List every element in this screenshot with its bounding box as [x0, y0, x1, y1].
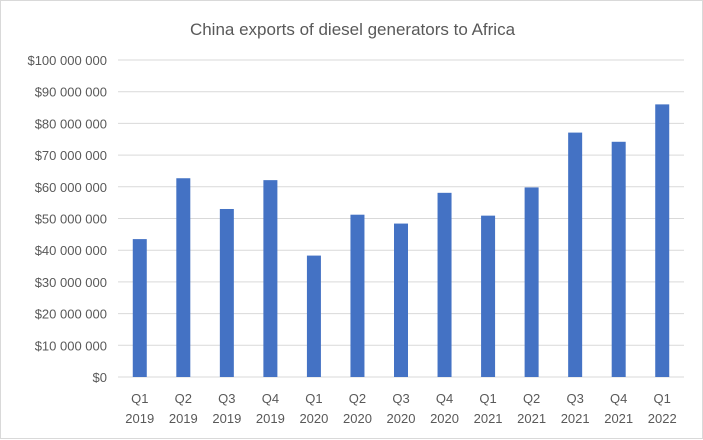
x-tick-label: Q3 2021: [561, 391, 590, 426]
bar: [350, 214, 365, 377]
bar: [611, 141, 626, 377]
bar: [524, 187, 539, 377]
x-tick-label: Q2 2019: [169, 391, 198, 426]
y-tick-label: $30 000 000: [35, 275, 107, 290]
y-tick-label: $80 000 000: [35, 116, 107, 131]
x-tick-label: Q3 2019: [212, 391, 241, 426]
bar: [655, 104, 670, 377]
y-tick-label: $60 000 000: [35, 180, 107, 195]
x-tick-label: Q2 2020: [343, 391, 372, 426]
x-tick-label: Q4 2020: [430, 391, 459, 426]
bar: [437, 192, 452, 377]
x-tick-label: Q4 2019: [256, 391, 285, 426]
bar: [263, 180, 278, 377]
y-tick-label: $0: [93, 370, 107, 385]
x-tick-label: Q3 2020: [387, 391, 416, 426]
chart-title: China exports of diesel generators to Af…: [190, 20, 516, 39]
y-tick-label: $100 000 000: [27, 53, 107, 68]
x-tick-label: Q2 2021: [517, 391, 546, 426]
y-tick-label: $10 000 000: [35, 338, 107, 353]
bars: [132, 104, 670, 377]
y-axis-tick-labels: $0 $10 000 000 $20 000 000 $30 000 000 $40 0…: [27, 53, 107, 385]
y-tick-label: $90 000 000: [35, 85, 107, 100]
bar: [568, 132, 583, 377]
x-tick-label: Q1 2022: [648, 391, 677, 426]
bar: [132, 239, 147, 377]
x-tick-label: Q1 2021: [474, 391, 503, 426]
y-tick-label: $20 000 000: [35, 307, 107, 322]
x-tick-label: Q4 2021: [604, 391, 633, 426]
bar: [219, 208, 234, 377]
y-tick-label: $50 000 000: [35, 212, 107, 227]
bar: [394, 223, 408, 377]
x-axis-tick-labels: Q1 2019 Q2 2019 Q3 2019 Q4 2019 Q1 2020 Q2 2020 Q3 20…: [125, 391, 676, 426]
bar: [306, 255, 321, 377]
x-tick-label: Q1 2019: [125, 391, 154, 426]
bar: [176, 178, 191, 377]
bar: [481, 215, 496, 377]
y-tick-label: $70 000 000: [35, 148, 107, 163]
x-tick-label: Q1 2020: [299, 391, 328, 426]
y-tick-label: $40 000 000: [35, 243, 107, 258]
